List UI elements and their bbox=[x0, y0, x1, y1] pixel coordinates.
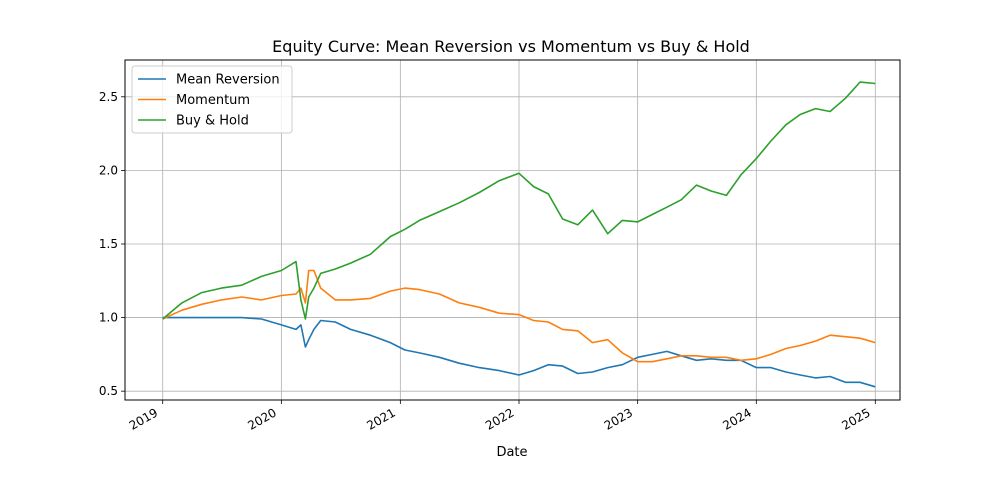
series-layer bbox=[162, 81, 876, 388]
y-tick-label: 0.5 bbox=[99, 384, 118, 398]
y-tick-label: 1.5 bbox=[99, 237, 118, 251]
x-tick-label: 2025 bbox=[839, 405, 872, 432]
y-tick-label: 2.5 bbox=[99, 90, 118, 104]
x-tick-label: 2024 bbox=[720, 405, 753, 432]
x-axis-label: Date bbox=[496, 445, 527, 460]
y-tick-label: 2.0 bbox=[99, 163, 118, 177]
tick-layer: 2019 2020 2021 2022 2023 2024 2025 0.5 1.0 1.5 2.0… bbox=[99, 90, 876, 433]
series-line-buy-hold bbox=[162, 81, 876, 320]
plot-frame bbox=[124, 59, 901, 401]
legend-label-buy-hold: Buy & Hold bbox=[176, 114, 249, 129]
y-tick-label: 1.0 bbox=[99, 311, 118, 325]
x-tick-label: 2019 bbox=[127, 405, 160, 432]
chart-title: Equity Curve: Mean Reversion vs Momentum… bbox=[272, 37, 750, 56]
x-tick-label: 2022 bbox=[483, 405, 516, 432]
x-tick-label: 2023 bbox=[602, 405, 635, 432]
x-tick-label: 2020 bbox=[245, 405, 278, 432]
x-tick-label: 2021 bbox=[364, 405, 397, 432]
series-line-mean-reversion bbox=[162, 316, 876, 388]
legend: Mean Reversion Momentum Buy & Hold bbox=[131, 65, 293, 134]
legend-box bbox=[131, 65, 293, 134]
legend-label-mean-reversion: Mean Reversion bbox=[176, 73, 280, 88]
legend-label-momentum: Momentum bbox=[176, 93, 250, 108]
